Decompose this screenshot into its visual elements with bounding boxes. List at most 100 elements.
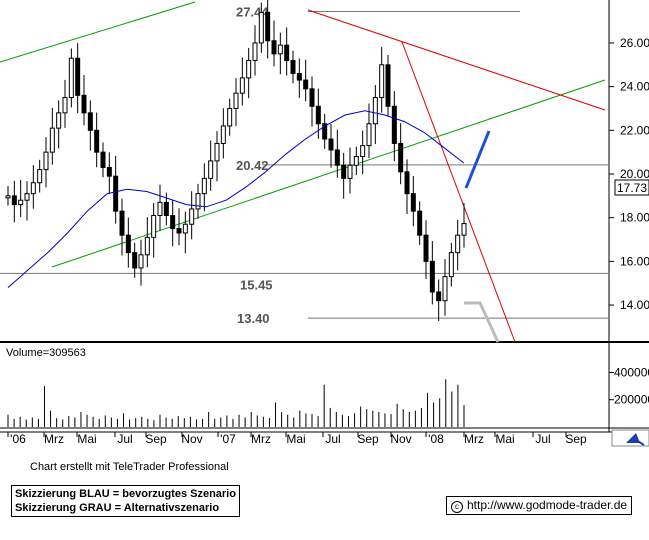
x-tick-label: Sep xyxy=(357,432,379,446)
time-axis: '06 Mrz Mai Jul Sep Nov '07 Mrz Mai Jul Sep Nov '08 M… xyxy=(7,432,587,446)
moving-average xyxy=(7,110,465,288)
volume-bars xyxy=(7,379,465,427)
y-tick-label: 26.00 xyxy=(620,36,649,50)
x-tick-label: Nov xyxy=(181,432,202,446)
candle-body xyxy=(125,234,131,254)
last-price-box xyxy=(614,179,649,196)
y-tick-label: 18.00 xyxy=(620,211,649,225)
legend-gray: Skizzierung GRAU = Alternativszenario xyxy=(15,502,220,514)
upper-channel-line xyxy=(0,1,196,63)
candle-body xyxy=(75,57,81,96)
candle-body xyxy=(176,228,182,234)
level-label-20: 20.42 xyxy=(236,158,269,173)
chart-arrow-icon[interactable] xyxy=(611,429,649,447)
candle-body xyxy=(239,77,245,94)
candle-body xyxy=(404,171,410,195)
moving-average-line xyxy=(7,110,465,288)
candle-body xyxy=(284,44,290,61)
candle-body xyxy=(360,145,366,158)
copyright-icon: c xyxy=(451,501,463,513)
candle-body xyxy=(5,195,11,199)
candle-body xyxy=(106,166,112,177)
candle-body xyxy=(214,142,220,162)
candle-body xyxy=(18,199,24,206)
trendlines xyxy=(0,1,606,343)
candle-body xyxy=(208,160,214,179)
candle-body xyxy=(258,11,264,44)
candle-body xyxy=(246,59,252,79)
candle-body xyxy=(170,215,176,230)
x-tick-label: Mai xyxy=(77,432,96,446)
volume-tick-label: 200000 xyxy=(614,393,649,407)
candle-body xyxy=(100,151,106,168)
x-tick-label: '08 xyxy=(428,432,444,446)
candle-body xyxy=(220,125,226,144)
candle-body xyxy=(385,64,391,107)
candle-body xyxy=(87,112,93,131)
candle-body xyxy=(43,151,49,171)
y-tick-label: 22.00 xyxy=(620,123,649,137)
candle-body xyxy=(11,195,17,206)
candle-body xyxy=(94,129,100,153)
x-tick-label: '06 xyxy=(10,432,26,446)
candle-body xyxy=(265,11,271,42)
candlesticks xyxy=(5,0,467,321)
level-label-13: 13.40 xyxy=(237,311,270,326)
legend-blue: Skizzierung BLAU = bevorzugtes Szenario xyxy=(15,488,236,500)
scenario-sketches xyxy=(464,130,500,343)
candle-body xyxy=(455,234,461,254)
x-tick-label: Sep xyxy=(145,432,167,446)
url-text: http://www.godmode-trader.de xyxy=(467,498,628,512)
y-tick-label: 20.00 xyxy=(620,167,649,181)
volume-axis: 400000 200000 xyxy=(609,365,649,407)
candle-body xyxy=(56,112,62,129)
source-url[interactable]: c http://www.godmode-trader.de xyxy=(446,496,633,515)
candle-body xyxy=(309,88,315,107)
candle-body xyxy=(290,59,296,75)
y-tick-label: 16.00 xyxy=(620,254,649,268)
candle-body xyxy=(132,252,138,269)
x-tick-label: Jul xyxy=(117,432,132,446)
candle-body xyxy=(189,208,195,225)
candle-body xyxy=(30,182,36,195)
candle-body xyxy=(410,193,416,212)
candle-body xyxy=(328,138,334,151)
candle-body xyxy=(448,252,454,278)
candle-body xyxy=(303,79,309,90)
y-tick-label: 14.00 xyxy=(620,298,649,312)
x-tick-label: Sep xyxy=(565,432,587,446)
x-tick-label: Mai xyxy=(495,432,514,446)
x-tick-label: Jul xyxy=(325,432,340,446)
level-label-27: 27.44 xyxy=(236,4,269,19)
candle-body xyxy=(417,210,423,236)
price-panel xyxy=(0,0,609,342)
lower-channel-line xyxy=(51,79,606,268)
x-tick-label: Jul xyxy=(535,432,550,446)
candle-body xyxy=(81,94,87,114)
long-downtrend-line xyxy=(307,9,606,111)
scenario-legend: Skizzierung BLAU = bevorzugtes Szenario … xyxy=(11,485,240,517)
candle-body xyxy=(252,42,258,61)
candle-body xyxy=(151,215,157,238)
candle-body xyxy=(334,149,340,166)
x-tick-label: Nov xyxy=(390,432,411,446)
candle-body xyxy=(49,127,55,153)
candle-body xyxy=(379,64,385,99)
candle-body xyxy=(138,254,144,269)
horizontal-levels: 27.44 20.42 15.45 13.40 xyxy=(0,4,609,326)
candle-body xyxy=(68,57,74,99)
x-tick-label: Mrz xyxy=(464,432,484,446)
candle-body xyxy=(353,156,359,166)
y-tick-label: 24.00 xyxy=(620,80,649,94)
candle-body xyxy=(461,223,467,236)
x-tick-label: Mrz xyxy=(251,432,271,446)
candle-body xyxy=(233,92,239,109)
candle-body xyxy=(366,123,372,147)
candle-body xyxy=(372,97,378,125)
candle-body xyxy=(37,169,43,184)
volume-title: Volume=309563 xyxy=(6,347,86,359)
x-tick-label: Mrz xyxy=(44,432,64,446)
candle-body xyxy=(271,40,277,55)
x-tick-label: '07 xyxy=(220,432,236,446)
